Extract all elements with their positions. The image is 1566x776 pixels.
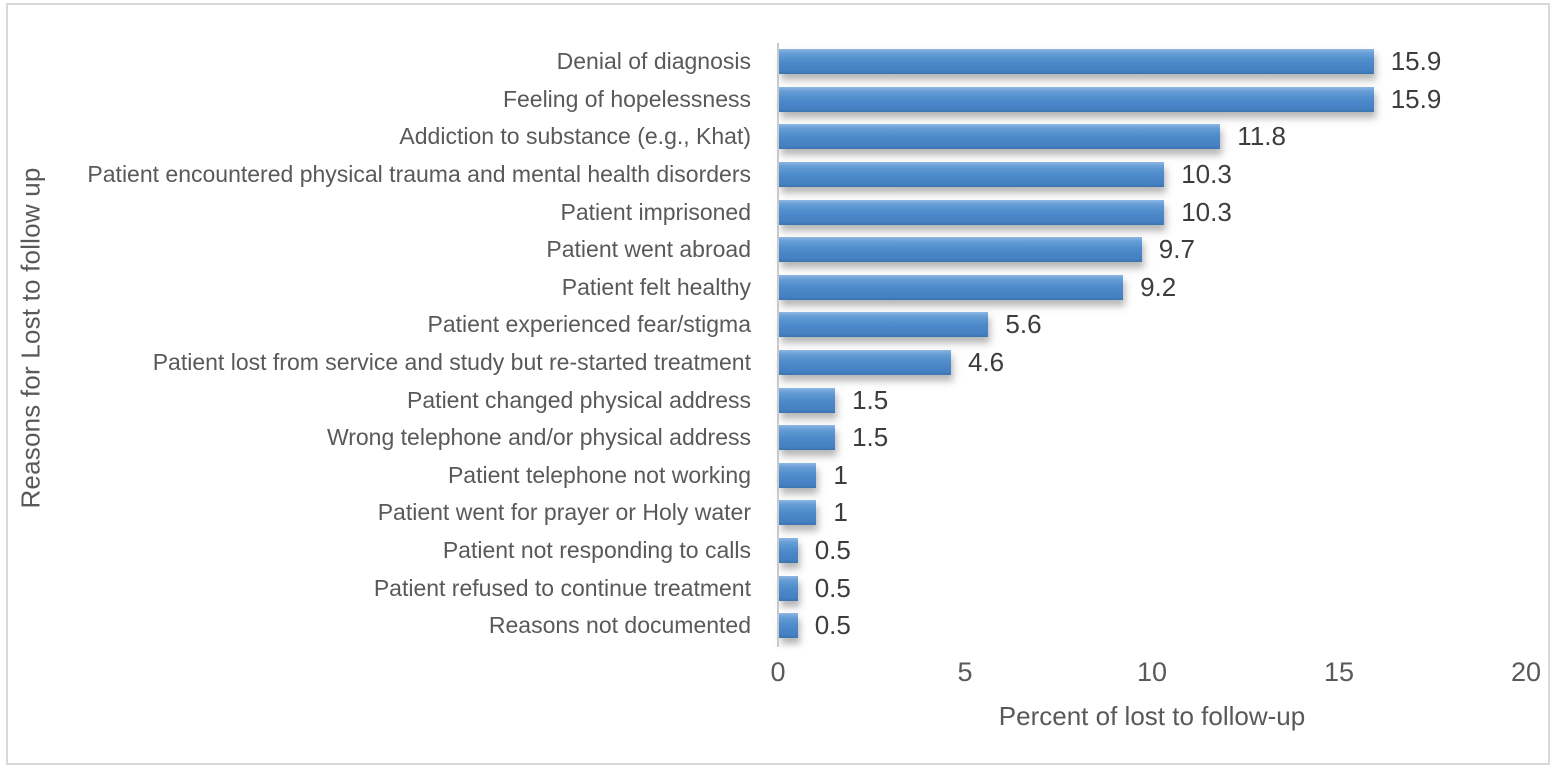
bar xyxy=(779,162,1165,188)
bar xyxy=(779,613,798,639)
value-label: 0.5 xyxy=(814,610,851,641)
bar xyxy=(779,312,989,338)
value-label: 9.2 xyxy=(1140,271,1177,302)
category-label: Denial of diagnosis xyxy=(556,48,751,75)
bar xyxy=(779,538,798,564)
bar xyxy=(779,350,951,376)
value-label: 10.3 xyxy=(1181,159,1232,190)
x-tick-label: 5 xyxy=(957,657,973,687)
bar xyxy=(779,462,817,488)
value-label: 10.3 xyxy=(1181,196,1232,227)
chart-row: Addiction to substance (e.g., Khat) 11.8 xyxy=(0,118,1566,156)
category-label: Patient went for prayer or Holy water xyxy=(377,499,751,526)
chart-row: Patient encountered physical trauma and … xyxy=(0,156,1566,194)
value-label: 1.5 xyxy=(852,384,889,415)
bar xyxy=(779,49,1374,75)
chart-row: Patient experienced fear/stigma 5.6 xyxy=(0,306,1566,344)
category-label: Patient went abroad xyxy=(546,236,751,263)
bar-track: 9.2 xyxy=(779,269,1566,307)
category-label: Patient encountered physical trauma and … xyxy=(87,161,751,188)
x-axis-title: Percent of lost to follow-up xyxy=(998,701,1306,731)
bar xyxy=(779,575,798,601)
bar xyxy=(779,237,1142,263)
category-label: Patient lost from service and study but … xyxy=(152,349,751,376)
chart-row: Patient telephone not working 1 xyxy=(0,457,1566,495)
category-label: Patient not responding to calls xyxy=(442,537,751,564)
category-label: Patient felt healthy xyxy=(561,273,751,300)
chart-row: Patient refused to continue treatment 0.5 xyxy=(0,569,1566,607)
category-label: Patient changed physical address xyxy=(407,386,751,413)
value-label: 0.5 xyxy=(814,572,851,603)
category-label: Patient telephone not working xyxy=(447,461,751,488)
bar-track: 1 xyxy=(779,457,1566,495)
category-label: Reasons not documented xyxy=(488,612,751,639)
category-label: Patient imprisoned xyxy=(560,198,752,225)
bar-track: 9.7 xyxy=(779,231,1566,269)
bar-track: 10.3 xyxy=(779,193,1566,231)
value-label: 1 xyxy=(833,459,848,490)
chart-row: Wrong telephone and/or physical address 1… xyxy=(0,419,1566,457)
value-label: 15.9 xyxy=(1390,46,1442,77)
value-label: 0.5 xyxy=(814,535,851,566)
bar-track: 15.9 xyxy=(779,43,1566,81)
category-label: Wrong telephone and/or physical address xyxy=(326,424,751,451)
category-label: Feeling of hopelessness xyxy=(502,85,751,112)
bar-track: 0.5 xyxy=(779,607,1566,645)
value-label: 1 xyxy=(833,497,848,528)
bar-track: 1.5 xyxy=(779,381,1566,419)
chart-row: Patient imprisoned 10.3 xyxy=(0,193,1566,231)
bar xyxy=(779,199,1165,225)
bar-track: 1.5 xyxy=(779,419,1566,457)
bar xyxy=(779,387,836,413)
chart-row: Feeling of hopelessness 15.9 xyxy=(0,81,1566,119)
value-label: 5.6 xyxy=(1005,309,1042,340)
bar-track: 5.6 xyxy=(779,306,1566,344)
bar-track: 1 xyxy=(779,494,1566,532)
bar xyxy=(779,425,836,451)
x-tick-label: 10 xyxy=(1136,657,1168,687)
bar-track: 4.6 xyxy=(779,344,1566,382)
x-tick-label: 20 xyxy=(1510,657,1542,687)
value-label: 11.8 xyxy=(1237,121,1286,152)
chart-row: Denial of diagnosis 15.9 xyxy=(0,43,1566,81)
x-tick-label: 0 xyxy=(770,657,786,687)
category-label: Patient refused to continue treatment xyxy=(373,574,751,601)
chart-row: Patient not responding to calls 0.5 xyxy=(0,532,1566,570)
bar xyxy=(779,124,1221,150)
chart-row: Patient went abroad 9.7 xyxy=(0,231,1566,269)
x-tick-label: 15 xyxy=(1323,657,1355,687)
value-label: 15.9 xyxy=(1390,83,1442,114)
bar-track: 11.8 xyxy=(779,118,1566,156)
chart-row: Patient felt healthy 9.2 xyxy=(0,269,1566,307)
bar-track: 10.3 xyxy=(779,156,1566,194)
bar xyxy=(779,500,817,526)
bar xyxy=(779,274,1124,300)
chart-row: Patient lost from service and study but … xyxy=(0,344,1566,382)
value-label: 9.7 xyxy=(1158,234,1195,265)
category-label: Addiction to substance (e.g., Khat) xyxy=(399,123,751,150)
x-axis-ticks: 0 5 10 15 20 xyxy=(0,657,1566,689)
value-label: 4.6 xyxy=(968,347,1005,378)
chart-row: Patient went for prayer or Holy water 1 xyxy=(0,494,1566,532)
bar-rows: Denial of diagnosis 15.9 Feeling of hopele… xyxy=(0,43,1566,645)
value-label: 1.5 xyxy=(852,422,889,453)
category-label: Patient experienced fear/stigma xyxy=(427,311,751,338)
bar-track: 0.5 xyxy=(779,569,1566,607)
chart-row: Patient changed physical address 1.5 xyxy=(0,381,1566,419)
bar-track: 0.5 xyxy=(779,532,1566,570)
category-axis-line xyxy=(777,43,779,647)
bar-track: 15.9 xyxy=(779,81,1566,119)
bar xyxy=(779,86,1374,112)
chart-row: Reasons not documented 0.5 xyxy=(0,607,1566,645)
